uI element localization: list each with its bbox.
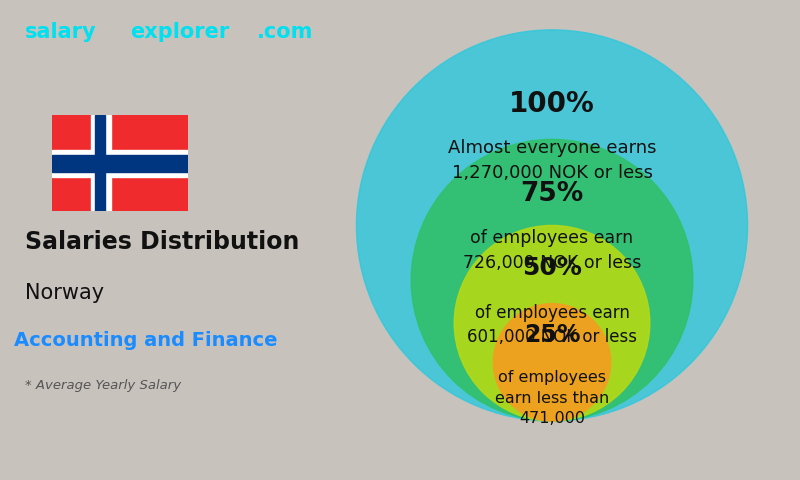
Text: salary: salary (25, 22, 96, 42)
Text: Accounting and Finance: Accounting and Finance (14, 331, 278, 350)
Text: explorer: explorer (130, 22, 230, 42)
Text: 100%: 100% (509, 90, 595, 118)
Text: of employees earn
726,000 NOK or less: of employees earn 726,000 NOK or less (463, 229, 641, 272)
Circle shape (494, 304, 610, 421)
Text: .com: .com (257, 22, 314, 42)
Text: 75%: 75% (520, 181, 584, 207)
Bar (90, 115, 111, 211)
Text: 50%: 50% (522, 256, 582, 280)
Circle shape (411, 139, 693, 421)
Text: of employees
earn less than
471,000: of employees earn less than 471,000 (495, 370, 609, 426)
Bar (52, 155, 188, 172)
Text: of employees earn
601,000 NOK or less: of employees earn 601,000 NOK or less (467, 304, 637, 346)
Text: Norway: Norway (25, 283, 104, 303)
Text: 25%: 25% (524, 323, 580, 347)
Text: Salaries Distribution: Salaries Distribution (25, 230, 299, 254)
Bar (95, 115, 105, 211)
Circle shape (454, 226, 650, 421)
Bar (52, 150, 188, 177)
Text: * Average Yearly Salary: * Average Yearly Salary (25, 379, 181, 392)
Text: Almost everyone earns
1,270,000 NOK or less: Almost everyone earns 1,270,000 NOK or l… (448, 139, 656, 181)
Circle shape (357, 30, 747, 421)
